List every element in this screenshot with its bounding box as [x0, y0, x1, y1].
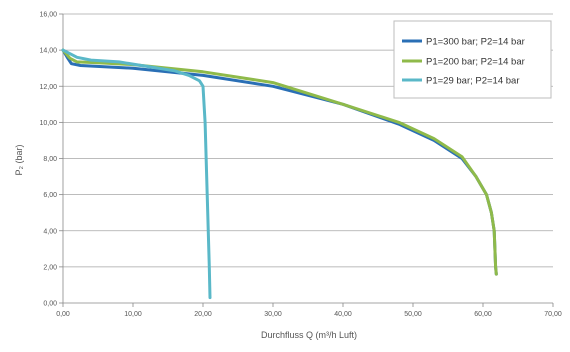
- x-tick-label: 50,00: [404, 311, 422, 318]
- series-line: [61, 48, 498, 276]
- legend-label: P1=200 bar; P2=14 bar: [426, 57, 525, 68]
- x-tick-label: 20,00: [194, 311, 212, 318]
- y-tick-label: 14,00: [39, 48, 57, 55]
- x-tick-label: 30,00: [264, 311, 282, 318]
- gridlines: [63, 13, 553, 268]
- legend-entry: P1=300 bar; P2=14 bar: [402, 37, 525, 48]
- legend: P1=300 bar; P2=14 bar P1=200 bar; P2=14 …: [393, 20, 552, 99]
- legend-entry: P1=200 bar; P2=14 bar: [402, 57, 525, 68]
- y-tick-label: 2,00: [43, 264, 57, 271]
- series-line: [61, 48, 212, 300]
- y-tick-label: 4,00: [43, 228, 57, 235]
- y-tick-label: 16,00: [39, 12, 57, 19]
- series-lines: [61, 48, 498, 300]
- x-tick-label: 40,00: [334, 311, 352, 318]
- y-tick-label: 12,00: [39, 84, 57, 91]
- tick-labels: 0,00 2,00 4,00 6,00 8,00 10,00 12,00 14,00 16,00…: [39, 12, 561, 319]
- x-axis-title: Durchfluss Q (m³/h Luft): [261, 330, 357, 340]
- y-tick-label: 0,00: [43, 301, 57, 308]
- legend-label: P1=29 bar; P2=14 bar: [426, 76, 520, 87]
- y-axis-title: P₂ (bar): [14, 144, 24, 175]
- y-tick-label: 10,00: [39, 120, 57, 127]
- legend-label: P1=300 bar; P2=14 bar: [426, 37, 525, 48]
- y-tick-label: 6,00: [43, 192, 57, 199]
- x-tick-label: 60,00: [474, 311, 492, 318]
- y-tick-label: 8,00: [43, 156, 57, 163]
- axes: [59, 13, 554, 307]
- legend-entry: P1=29 bar; P2=14 bar: [402, 76, 520, 87]
- x-tick-label: 70,00: [544, 311, 562, 318]
- x-tick-label: 10,00: [124, 311, 142, 318]
- x-tick-label: 0,00: [56, 311, 70, 318]
